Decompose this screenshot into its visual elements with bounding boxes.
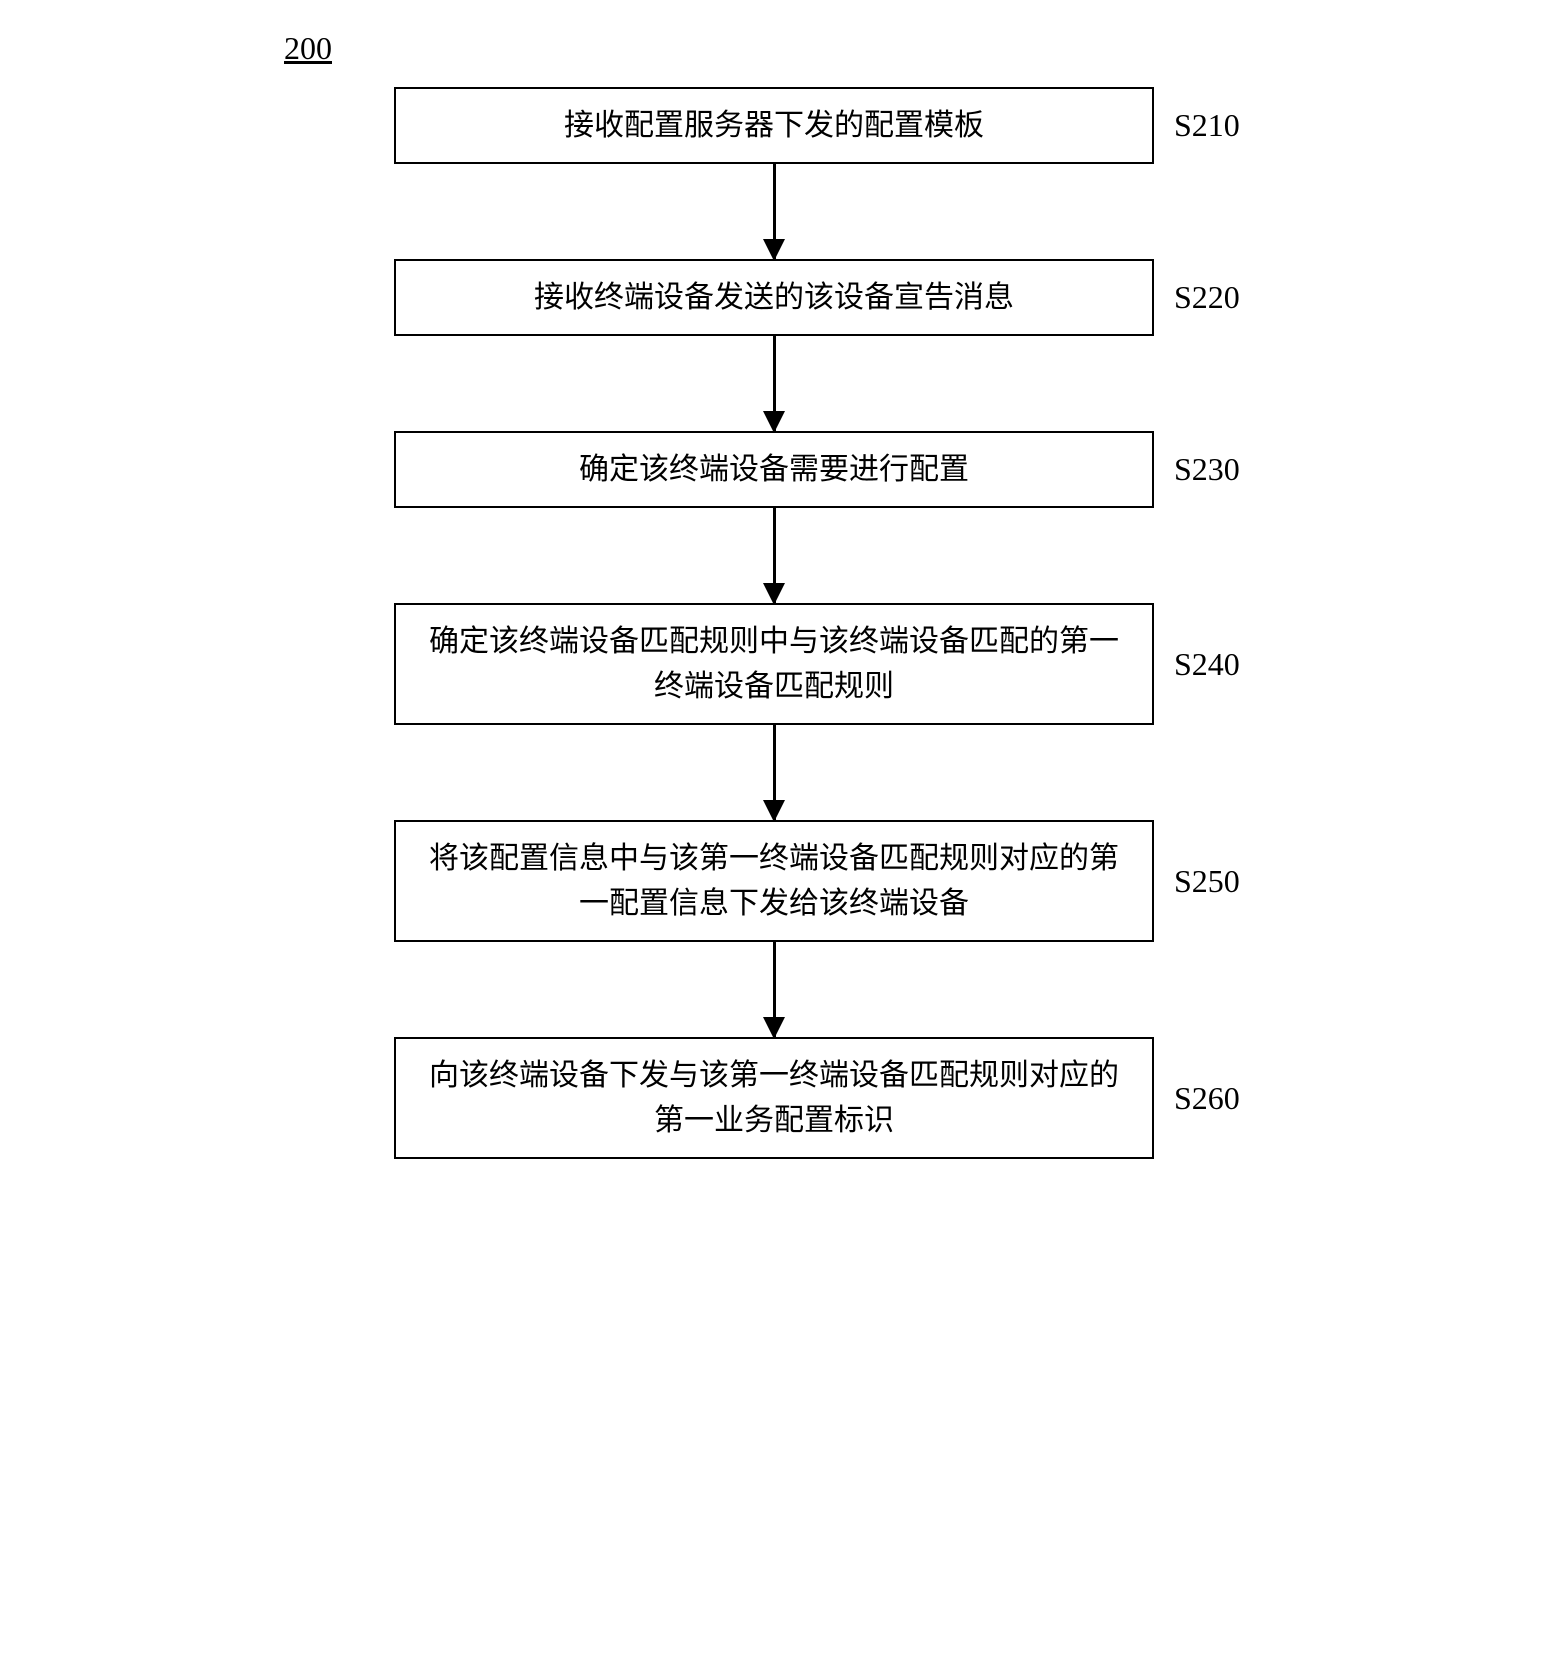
flow-box: 确定该终端设备匹配规则中与该终端设备匹配的第一终端设备匹配规则: [394, 603, 1154, 725]
step-id: S260: [1174, 1080, 1240, 1117]
flowchart: 接收配置服务器下发的配置模板 S210 接收终端设备发送的该设备宣告消息 S22…: [274, 87, 1274, 1159]
flow-box: 确定该终端设备需要进行配置: [394, 431, 1154, 508]
flow-step: 向该终端设备下发与该第一终端设备匹配规则对应的第一业务配置标识 S260: [274, 1037, 1274, 1159]
flow-step: 接收终端设备发送的该设备宣告消息 S220: [274, 259, 1274, 336]
flow-box: 将该配置信息中与该第一终端设备匹配规则对应的第一配置信息下发给该终端设备: [394, 820, 1154, 942]
flow-box: 向该终端设备下发与该第一终端设备匹配规则对应的第一业务配置标识: [394, 1037, 1154, 1159]
arrow-connector: [773, 336, 776, 431]
step-id: S240: [1174, 646, 1240, 683]
flow-step: 接收配置服务器下发的配置模板 S210: [274, 87, 1274, 164]
flow-step: 确定该终端设备需要进行配置 S230: [274, 431, 1274, 508]
step-id: S210: [1174, 107, 1240, 144]
arrow-connector: [773, 942, 776, 1037]
flow-step: 将该配置信息中与该第一终端设备匹配规则对应的第一配置信息下发给该终端设备 S25…: [274, 820, 1274, 942]
step-id: S250: [1174, 863, 1240, 900]
arrow-connector: [773, 508, 776, 603]
arrow-icon: [773, 508, 776, 603]
step-id: S230: [1174, 451, 1240, 488]
arrow-icon: [773, 164, 776, 259]
flow-box: 接收配置服务器下发的配置模板: [394, 87, 1154, 164]
arrow-icon: [773, 336, 776, 431]
flow-step: 确定该终端设备匹配规则中与该终端设备匹配的第一终端设备匹配规则 S240: [274, 603, 1274, 725]
arrow-connector: [773, 725, 776, 820]
arrow-icon: [773, 725, 776, 820]
arrow-connector: [773, 164, 776, 259]
arrow-icon: [773, 942, 776, 1037]
step-id: S220: [1174, 279, 1240, 316]
flowchart-container: 200 接收配置服务器下发的配置模板 S210 接收终端设备发送的该设备宣告消息…: [274, 30, 1274, 1159]
figure-number: 200: [284, 30, 1274, 67]
flow-box: 接收终端设备发送的该设备宣告消息: [394, 259, 1154, 336]
